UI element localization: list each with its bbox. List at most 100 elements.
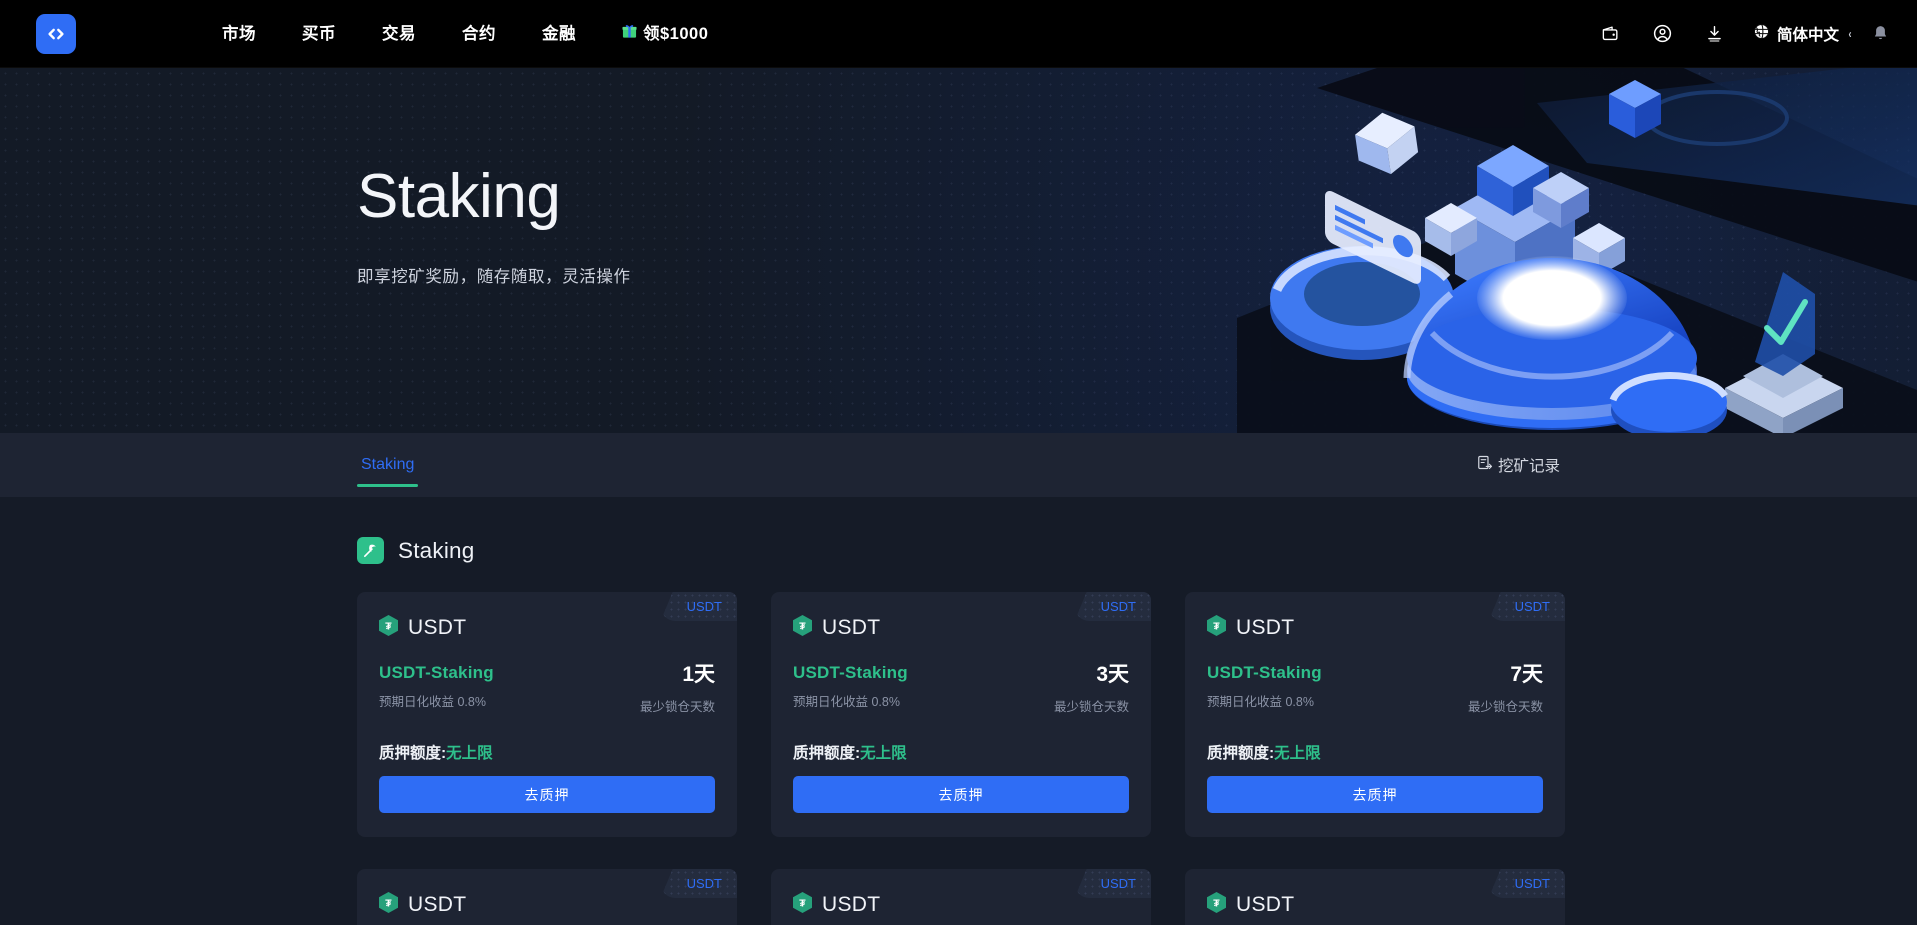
language-selector[interactable]: 简体中文 ‹ (1753, 23, 1852, 45)
card-ribbon-badge: USDT (1488, 869, 1565, 898)
card-product-name: USDT-Staking (793, 663, 908, 682)
gift-icon (622, 0, 637, 68)
nav-item-buy-crypto[interactable]: 买币 (302, 24, 336, 43)
card-left: USDT-Staking 预期日化收益 0.8% (793, 663, 908, 710)
user-account-icon[interactable] (1643, 14, 1683, 54)
card-coin-row: ₮ USDT (379, 892, 715, 918)
stake-button[interactable]: 去质押 (379, 776, 715, 813)
hero-text-block: Staking 即享挖矿奖励，随存随取，灵活操作 (0, 68, 1917, 287)
code-brackets-logo-icon (45, 23, 67, 45)
card-detail-row: USDT-Staking 预期日化收益 0.8% 3天 最少锁仓天数 (793, 663, 1129, 715)
nav-item-finance[interactable]: 金融 (542, 24, 576, 43)
card-quota: 质押额度:无上限 (793, 741, 1129, 763)
card-quota-value: 无上限 (1274, 745, 1321, 762)
wallet-icon[interactable] (1591, 14, 1631, 54)
mining-records-link[interactable]: 挖矿记录 (1477, 454, 1560, 476)
card-left: USDT-Staking 预期日化收益 0.8% (1207, 663, 1322, 710)
staking-card[interactable]: USDT ₮ USDT USDT-Staking 预期日化收益 0.8% 15天… (357, 869, 737, 925)
card-ribbon-badge: USDT (660, 592, 737, 621)
card-quota-label: 质押额度: (1207, 745, 1275, 762)
card-product-name: USDT-Staking (1207, 663, 1322, 682)
language-label: 简体中文 (1776, 26, 1839, 44)
nav-item-trade[interactable]: 交易 (382, 24, 416, 43)
staking-card[interactable]: USDT ₮ USDT USDT-Staking 预期日化收益 0.8% 1天 … (357, 592, 737, 837)
bell-icon[interactable] (1872, 24, 1889, 43)
card-days-label: 最少锁仓天数 (1053, 700, 1129, 714)
card-coin-name: USDT (822, 893, 881, 916)
primary-nav: 市场 买币 交易 合约 金融 领$1000 (199, 0, 731, 68)
usdt-hexagon-icon: ₮ (379, 892, 398, 918)
usdt-hexagon-icon: ₮ (793, 615, 812, 641)
card-coin-row: ₮ USDT (793, 892, 1129, 918)
card-coin-row: ₮ USDT (379, 615, 715, 641)
card-quota: 质押额度:无上限 (379, 741, 715, 763)
hero-subtitle: 即享挖矿奖励，随存随取，灵活操作 (357, 268, 631, 286)
staking-card-grid: USDT ₮ USDT USDT-Staking 预期日化收益 0.8% 1天 … (357, 592, 1565, 925)
card-product-name: USDT-Staking (379, 663, 494, 682)
header-actions: 简体中文 ‹ (1579, 14, 1889, 54)
svg-text:₮: ₮ (799, 898, 806, 909)
stake-button[interactable]: 去质押 (793, 776, 1129, 813)
card-ribbon-badge: USDT (1074, 869, 1151, 898)
download-icon[interactable] (1695, 14, 1735, 54)
card-days-label: 最少锁仓天数 (639, 700, 715, 714)
card-detail-row: USDT-Staking 预期日化收益 0.8% 7天 最少锁仓天数 (1207, 663, 1543, 715)
usdt-hexagon-icon: ₮ (1207, 615, 1226, 641)
card-rate-label: 预期日化收益 0.8% (1207, 695, 1314, 709)
usdt-hexagon-icon: ₮ (379, 615, 398, 641)
usdt-hexagon-icon: ₮ (1207, 892, 1226, 918)
svg-text:₮: ₮ (385, 621, 392, 632)
card-detail-row: USDT-Staking 预期日化收益 0.8% 1天 最少锁仓天数 (379, 663, 715, 715)
card-ribbon-badge: USDT (1074, 592, 1151, 621)
nav-item-contract[interactable]: 合约 (462, 24, 496, 43)
card-days-value: 7天 (1510, 663, 1543, 686)
card-rate-label: 预期日化收益 0.8% (379, 695, 486, 709)
card-quota-label: 质押额度: (379, 745, 447, 762)
card-coin-row: ₮ USDT (1207, 892, 1543, 918)
tab-list: Staking (357, 433, 419, 497)
svg-text:₮: ₮ (799, 621, 806, 632)
card-quota-label: 质押额度: (793, 745, 861, 762)
stake-button[interactable]: 去质押 (1207, 776, 1543, 813)
card-coin-name: USDT (408, 893, 467, 916)
page-title: Staking (357, 162, 561, 231)
card-rate-label: 预期日化收益 0.8% (793, 695, 900, 709)
pickaxe-icon (357, 537, 384, 564)
card-days-label: 最少锁仓天数 (1467, 700, 1543, 714)
card-coin-name: USDT (408, 616, 467, 639)
svg-text:₮: ₮ (385, 898, 392, 909)
card-days-value: 1天 (682, 663, 715, 686)
card-quota-value: 无上限 (446, 745, 493, 762)
staking-card[interactable]: USDT ₮ USDT USDT-Staking 预期日化收益 0.8% 60天… (1185, 869, 1565, 925)
section-header: Staking (357, 537, 1560, 564)
card-right: 3天 最少锁仓天数 (1054, 663, 1129, 715)
main-content: Staking USDT ₮ USDT USDT-Staking 预期日化收益 … (0, 497, 1917, 925)
card-left: USDT-Staking 预期日化收益 0.8% (379, 663, 494, 710)
tab-staking[interactable]: Staking (357, 433, 419, 497)
card-right: 7天 最少锁仓天数 (1468, 663, 1543, 715)
nav-item-promo-bonus[interactable]: 领$1000 (599, 0, 731, 68)
staking-card[interactable]: USDT ₮ USDT USDT-Staking 预期日化收益 0.8% 3天 … (771, 592, 1151, 837)
card-ribbon-badge: USDT (660, 869, 737, 898)
usdt-hexagon-icon: ₮ (793, 892, 812, 918)
hero-banner: Staking 即享挖矿奖励，随存随取，灵活操作 (0, 68, 1917, 433)
tab-bar: Staking 挖矿记录 (0, 433, 1917, 497)
section-title: Staking (398, 537, 475, 563)
nav-item-promo-label: 领$1000 (643, 24, 709, 43)
nav-item-market[interactable]: 市场 (222, 24, 256, 43)
staking-card[interactable]: USDT ₮ USDT USDT-Staking 预期日化收益 0.8% 7天 … (1185, 592, 1565, 837)
svg-text:₮: ₮ (1213, 898, 1220, 909)
card-coin-row: ₮ USDT (793, 615, 1129, 641)
card-quota: 质押额度:无上限 (1207, 741, 1543, 763)
card-coin-name: USDT (822, 616, 881, 639)
site-logo[interactable] (36, 13, 76, 54)
records-icon (1477, 454, 1494, 476)
staking-card[interactable]: USDT ₮ USDT USDT-Staking 预期日化收益 0.8% 30天… (771, 869, 1151, 925)
mining-records-label: 挖矿记录 (1497, 458, 1560, 475)
card-right: 1天 最少锁仓天数 (640, 663, 715, 715)
globe-icon (1753, 23, 1770, 45)
card-coin-name: USDT (1236, 616, 1295, 639)
card-coin-row: ₮ USDT (1207, 615, 1543, 641)
card-ribbon-badge: USDT (1488, 592, 1565, 621)
chevron-down-icon: ‹ (1848, 26, 1852, 41)
